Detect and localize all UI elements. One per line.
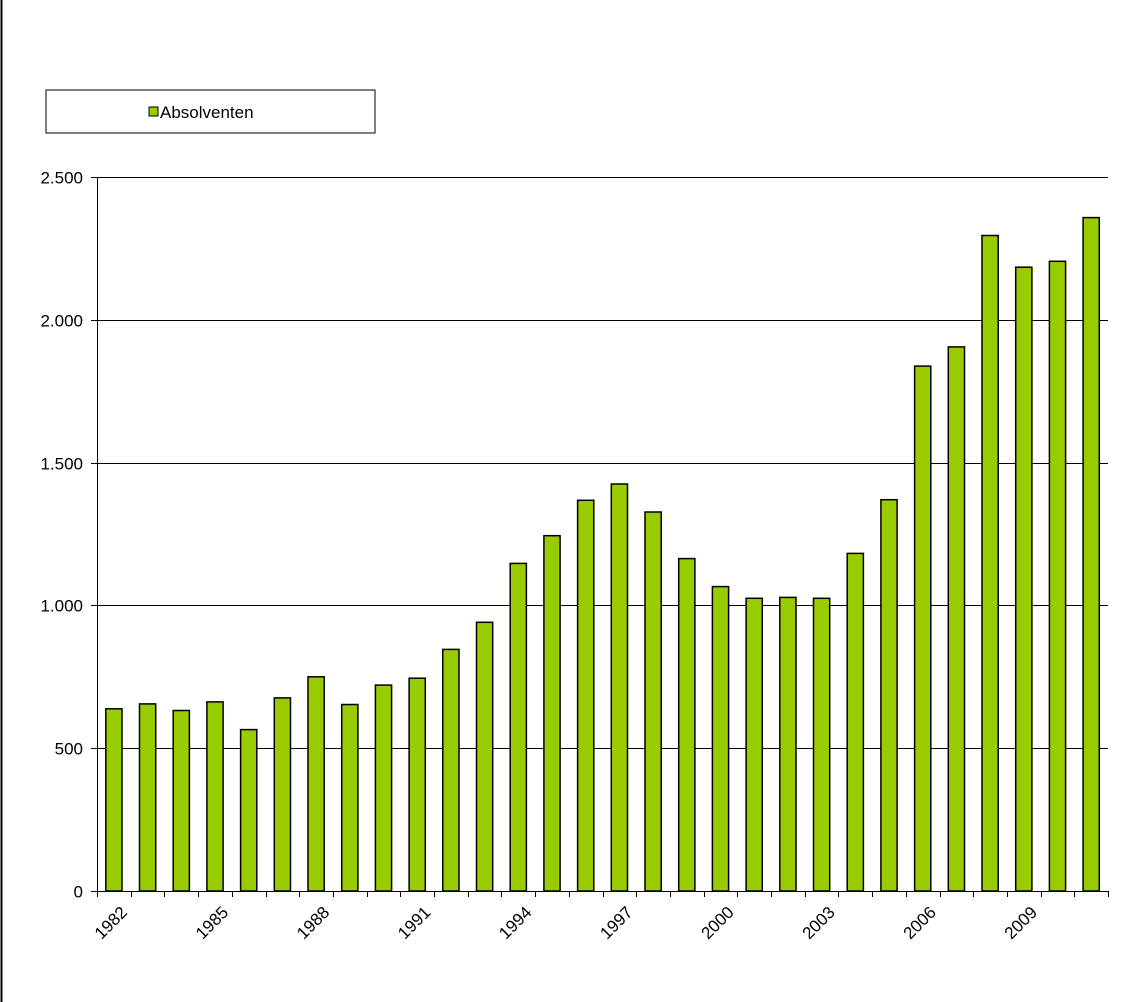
bar-2008 bbox=[981, 234, 999, 892]
y-tick-label: 500 bbox=[55, 740, 83, 759]
bar-1988 bbox=[307, 676, 325, 892]
bar-2004 bbox=[846, 552, 865, 892]
legend-swatch bbox=[148, 106, 159, 117]
bar-2009 bbox=[1014, 266, 1033, 892]
x-tick-label: 1988 bbox=[293, 903, 333, 943]
legend-box bbox=[45, 89, 376, 134]
bar-1998 bbox=[644, 511, 662, 892]
gridlines bbox=[97, 177, 1108, 749]
bar-2001 bbox=[745, 597, 764, 892]
y-axis-ticks: 0 500 1.000 1.500 2.000 2.500 bbox=[40, 169, 97, 902]
bar-1985 bbox=[206, 701, 224, 892]
bar-1987 bbox=[273, 697, 292, 892]
bar-1990 bbox=[374, 684, 393, 892]
bar-1993 bbox=[475, 621, 494, 892]
x-tick-label: 1985 bbox=[192, 903, 232, 943]
x-tick-label: 1994 bbox=[495, 903, 535, 943]
bar-2003 bbox=[812, 597, 831, 892]
bar-1983 bbox=[138, 703, 157, 892]
bar-1984 bbox=[172, 709, 191, 892]
bar-1992 bbox=[442, 648, 460, 892]
x-tick-label: 2003 bbox=[799, 903, 839, 943]
y-tick-label: 1.500 bbox=[40, 455, 83, 474]
y-tick-label: 1.000 bbox=[40, 597, 83, 616]
bar-1994 bbox=[509, 562, 528, 892]
x-tick-label: 2009 bbox=[1001, 903, 1041, 943]
bar-2010 bbox=[1048, 260, 1067, 892]
bar-2011 bbox=[1082, 216, 1101, 892]
x-tick-label: 1982 bbox=[91, 903, 131, 943]
bar-1996 bbox=[576, 499, 595, 892]
bar-2000 bbox=[711, 585, 730, 892]
x-tick-label: 2006 bbox=[900, 903, 940, 943]
bar-1999 bbox=[677, 557, 696, 892]
bar-1989 bbox=[340, 703, 359, 892]
bars bbox=[105, 216, 1101, 892]
bar-1986 bbox=[239, 728, 258, 892]
y-tick-label: 2.000 bbox=[40, 312, 83, 331]
y-tick-label: 0 bbox=[74, 883, 83, 902]
bar-2005 bbox=[880, 498, 898, 892]
bar-1982 bbox=[105, 708, 123, 892]
bar-1997 bbox=[610, 483, 629, 892]
bar-2006 bbox=[913, 365, 932, 892]
legend: Absolventen bbox=[45, 89, 376, 134]
x-tick-label: 1997 bbox=[596, 903, 636, 943]
x-tick-label: 2000 bbox=[698, 903, 738, 943]
bar-2007 bbox=[947, 346, 966, 892]
bar-1991 bbox=[408, 677, 427, 892]
x-axis-ticks: 1982 1985 1988 1991 1994 1997 2000 2003 2006 2009 bbox=[91, 891, 1109, 943]
legend-label: Absolventen bbox=[160, 103, 254, 122]
bar-2002 bbox=[779, 596, 797, 892]
y-tick-label: 2.500 bbox=[40, 169, 83, 188]
bar-1995 bbox=[543, 534, 561, 892]
x-tick-label: 1991 bbox=[394, 903, 434, 943]
